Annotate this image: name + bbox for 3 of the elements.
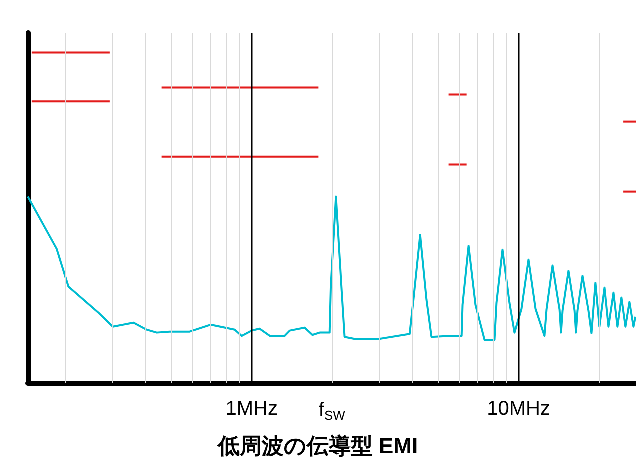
- text: 低周波の伝導型 EMI: [216, 434, 418, 458]
- x-tick-label: 10MHz: [487, 398, 550, 420]
- x-tick-label: 1MHz: [226, 398, 278, 420]
